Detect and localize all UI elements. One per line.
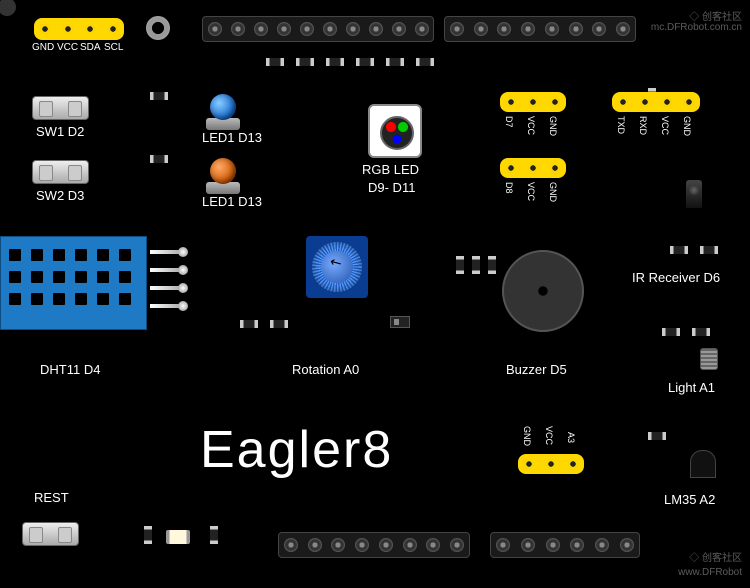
mount-hole xyxy=(146,16,170,40)
yellow-header-a3 xyxy=(518,454,584,474)
label-sw1: SW1 D2 xyxy=(36,124,84,139)
watermark-url-2: www.DFRobot xyxy=(678,567,742,578)
smd xyxy=(270,320,288,328)
switch-sw1[interactable] xyxy=(32,96,89,120)
label-dht: DHT11 D4 xyxy=(40,362,100,377)
header-top-2 xyxy=(444,16,636,42)
label-sw2: SW2 D3 xyxy=(36,188,84,203)
smd xyxy=(416,58,434,66)
pin-label: GND xyxy=(548,116,558,136)
smd xyxy=(150,92,168,100)
header-bottom-2 xyxy=(490,532,640,558)
label-rotation: Rotation A0 xyxy=(292,362,359,377)
smd xyxy=(210,526,218,544)
pin-label: A3 xyxy=(566,432,576,443)
pin-label: GND xyxy=(682,116,692,136)
rgb-led xyxy=(368,104,422,158)
watermark-url: mc.DFRobot.com.cn xyxy=(651,22,742,33)
lm35-sensor xyxy=(690,450,716,478)
reset-button[interactable] xyxy=(22,522,79,546)
yellow-header-d7 xyxy=(500,92,566,112)
tiny-switch[interactable] xyxy=(390,316,410,328)
smd xyxy=(326,58,344,66)
label-lm35: LM35 A2 xyxy=(664,492,715,507)
pin-label: GND xyxy=(548,182,558,202)
smd xyxy=(648,432,666,440)
smd xyxy=(488,256,496,274)
pin-label: VCC xyxy=(526,116,536,135)
pin-label: VCC xyxy=(660,116,670,135)
rotation-knob[interactable]: ↖ xyxy=(306,236,368,298)
dht11-sensor xyxy=(0,236,147,330)
smd xyxy=(150,155,168,163)
led1-blue xyxy=(210,94,236,120)
watermark-icon: ◇ 创客社区 xyxy=(689,8,742,23)
pin-label: TXD xyxy=(616,116,626,134)
smd xyxy=(144,526,152,544)
smd xyxy=(456,256,464,274)
ldr-sensor xyxy=(700,348,718,370)
pin-label: GND xyxy=(522,426,532,446)
yellow-header-i2c xyxy=(34,18,124,40)
smd xyxy=(356,58,374,66)
watermark-icon-2: ◇ 创客社区 xyxy=(689,549,742,564)
smd-led xyxy=(166,530,190,544)
yellow-header-d8 xyxy=(500,158,566,178)
label-led1: LED1 D13 xyxy=(202,130,262,145)
pin-label: D7 xyxy=(504,116,514,128)
label-rgb2: D9- D11 xyxy=(368,180,415,195)
label-rest: REST xyxy=(34,490,69,505)
ir-receiver xyxy=(686,180,702,208)
smd xyxy=(296,58,314,66)
pin-label: RXD xyxy=(638,116,648,135)
pcb-board: GND VCC SDA SCL ◇ 创客社区 mc.DFRobot.com.cn… xyxy=(0,0,750,588)
pin-label: D8 xyxy=(504,182,514,194)
smd xyxy=(700,246,718,254)
corner-notch xyxy=(0,0,16,16)
smd xyxy=(692,328,710,336)
pin-label-scl: SCL xyxy=(104,42,123,53)
switch-sw2[interactable] xyxy=(32,160,89,184)
header-bottom-1 xyxy=(278,532,470,558)
smd xyxy=(662,328,680,336)
smd xyxy=(472,256,480,274)
pin-label: VCC xyxy=(544,426,554,445)
pin-label-gnd: GND xyxy=(32,42,54,53)
label-light: Light A1 xyxy=(668,380,715,395)
label-led2: LED1 D13 xyxy=(202,194,262,209)
pin-label-vcc: VCC xyxy=(57,42,78,53)
yellow-header-serial xyxy=(612,92,700,112)
smd xyxy=(240,320,258,328)
smd xyxy=(386,58,404,66)
pin-label-sda: SDA xyxy=(80,42,101,53)
led2-red xyxy=(210,158,236,184)
brand-text: Eagler8 xyxy=(200,420,393,480)
header-top-1 xyxy=(202,16,434,42)
label-ir: IR Receiver D6 xyxy=(632,270,720,285)
buzzer xyxy=(502,250,584,332)
label-rgb1: RGB LED xyxy=(362,162,419,177)
label-buzzer: Buzzer D5 xyxy=(506,362,567,377)
smd xyxy=(670,246,688,254)
pin-label: VCC xyxy=(526,182,536,201)
smd xyxy=(266,58,284,66)
